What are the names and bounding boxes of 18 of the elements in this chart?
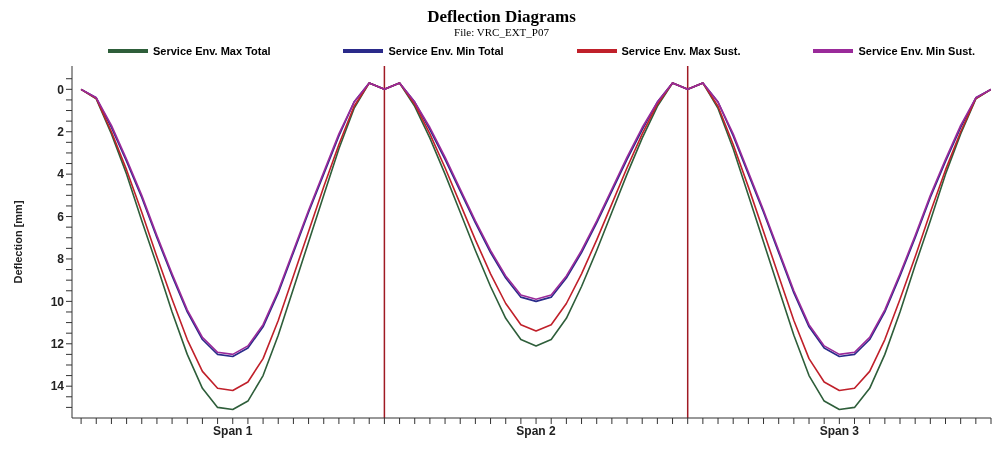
y-tick-label: 12 xyxy=(50,337,65,352)
legend-label: Service Env. Min Total xyxy=(388,45,504,57)
y-tick-label: 8 xyxy=(57,252,65,267)
legend-label: Service Env. Max Total xyxy=(153,45,271,57)
y-tick-label: 0 xyxy=(57,82,65,97)
y-tick-label: 2 xyxy=(57,124,65,139)
chart-title: Deflection Diagrams xyxy=(426,7,577,26)
y-tick-label: 6 xyxy=(57,209,65,224)
y-tick-label: 4 xyxy=(57,167,65,182)
legend-label: Service Env. Max Sust. xyxy=(621,45,741,57)
x-tick-label: Span 3 xyxy=(819,423,860,438)
y-tick-label: 10 xyxy=(50,294,65,309)
x-tick-label: Span 1 xyxy=(213,423,253,438)
y-axis-title: Deflection [mm] xyxy=(11,200,24,284)
x-tick-label: Span 2 xyxy=(516,423,557,438)
legend-label: Service Env. Min Sust. xyxy=(858,45,975,57)
y-tick-label: 14 xyxy=(50,379,65,394)
chart-subtitle: File: VRC_EXT_P07 xyxy=(453,26,550,38)
